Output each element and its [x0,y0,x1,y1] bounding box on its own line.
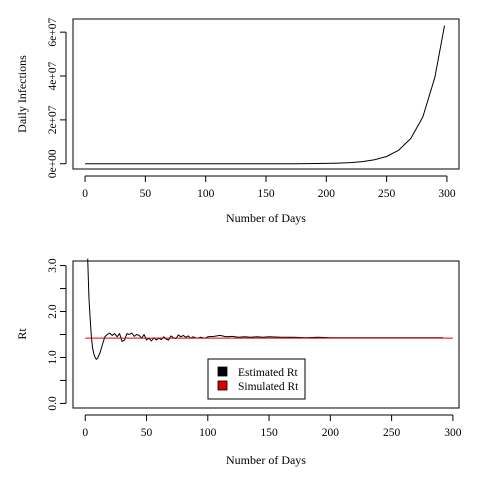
x-tick-label: 200 [318,188,336,200]
y-tick-label: 2e+07 [47,105,59,134]
x-tick-label: 300 [444,427,462,439]
y-axis-title: Daily Infections [15,55,29,133]
y-axis: 0.0 1.0 2.0 3.0 [47,258,67,411]
y-tick-label: 0.0 [47,396,59,411]
x-tick-label: 150 [260,427,278,439]
x-tick-label: 0 [82,427,88,439]
x-tick-label: 50 [141,427,153,439]
legend-label: Estimated Rt [238,367,299,379]
panel-daily-infections: 0 50 100 150 200 250 300 0e+002e+074e+076e+07 … [15,17,460,225]
panel-rt: 0 50 100 150 200 250 300 0.0 1.0 2.0 3.0 Number o… [15,258,462,467]
x-tick-label: 50 [140,188,152,200]
y-axis-title: Rt [15,328,29,340]
plot-frame [72,18,460,170]
x-axis-title: Number of Days [226,211,306,225]
plot-frame [72,260,460,409]
x-tick-label: 250 [383,427,401,439]
x-axis-title: Number of Days [226,453,306,467]
y-tick-label: 6e+07 [47,17,59,46]
x-tick-label: 300 [438,188,456,200]
series-group [85,258,453,360]
legend-label: Simulated Rt [238,381,299,393]
x-tick-label: 100 [197,188,215,200]
y-tick-label: 0e+00 [47,149,59,178]
series-line [85,25,446,165]
x-tick-label: 100 [199,427,217,439]
y-tick-label: 3.0 [47,258,59,273]
series-group [85,25,446,165]
legend-swatch [217,380,228,391]
y-tick-label: 2.0 [47,304,59,319]
series-line-estimated-rt [87,258,444,360]
legend: Estimated Rt Simulated Rt [207,358,306,400]
x-tick-label: 250 [378,188,396,200]
x-tick-label: 200 [322,427,340,439]
y-axis: 0e+00 2e+07 4e+07 6e+07 [47,17,67,178]
x-axis: 0 50 100 150 200 250 300 [82,414,462,439]
y-tick-label: 4e+07 [47,61,59,90]
legend-box [207,358,306,400]
y-tick-label: 1.0 [47,350,59,365]
legend-swatch [217,366,228,377]
x-axis: 0 50 100 150 200 250 300 [82,175,456,200]
x-tick-label: 0 [82,188,88,200]
x-tick-label: 150 [257,188,275,200]
